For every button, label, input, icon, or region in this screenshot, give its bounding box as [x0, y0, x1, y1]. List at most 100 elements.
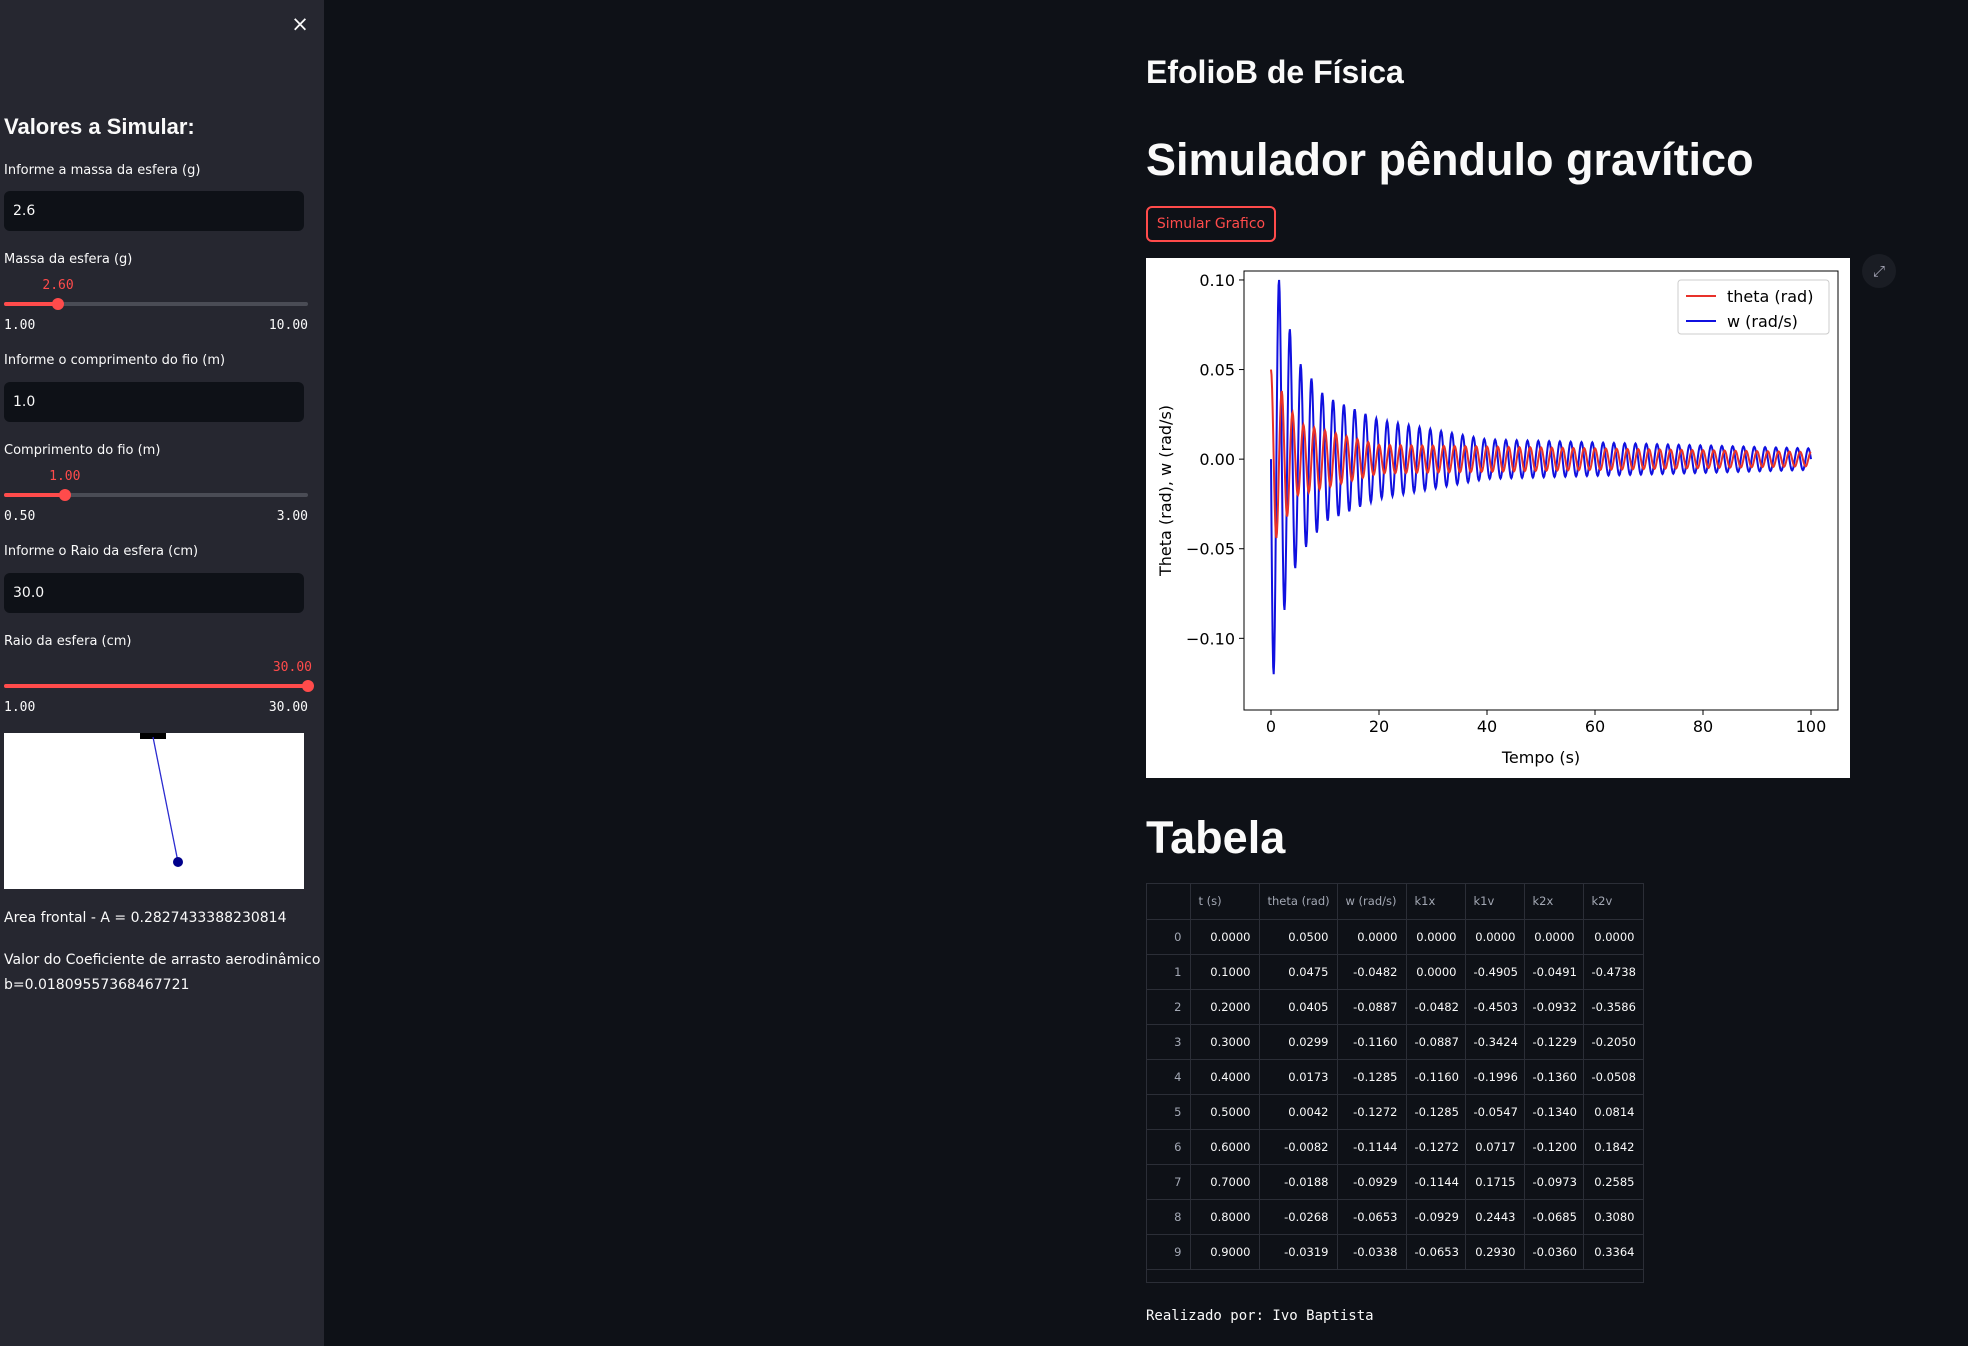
slider-value: 2.60 [42, 278, 74, 293]
table-row-index: 2 [1147, 989, 1191, 1025]
table-cell: -0.0482 [1406, 989, 1466, 1025]
table-row[interactable]: 3 0.3000 0.0299 -0.1160 -0.0887 -0.3424 -0.122… [1147, 1024, 1643, 1060]
radius-slider-label: Raio da esfera (cm) [4, 634, 132, 649]
table-column-header[interactable]: theta (rad) [1259, 884, 1338, 920]
mass-input[interactable] [4, 191, 304, 231]
slider-max: 10.00 [268, 318, 308, 333]
table-cell: 0.0000 [1465, 919, 1525, 955]
radius-slider[interactable]: 30.00 1.00 30.00 [4, 648, 314, 715]
slider-min: 1.00 [4, 700, 36, 715]
slider-max: 30.00 [268, 700, 308, 715]
table-cell: -0.1272 [1337, 1094, 1407, 1130]
table-cell: 0.0000 [1406, 954, 1466, 990]
table-cell: 0.3000 [1190, 1024, 1260, 1060]
table-cell: 0.0717 [1465, 1129, 1525, 1165]
table-cell: -0.1360 [1524, 1059, 1584, 1095]
length-slider-label: Comprimento do fio (m) [4, 443, 161, 458]
table-cell: -0.1200 [1524, 1129, 1584, 1165]
table-cell: -0.1285 [1337, 1059, 1407, 1095]
length-slider[interactable]: 1.00 0.50 3.00 [4, 457, 308, 524]
table-row-index: 5 [1147, 1094, 1191, 1130]
table-cell: -0.1272 [1406, 1129, 1466, 1165]
table-row[interactable]: 6 0.6000 -0.0082 -0.1144 -0.1272 0.0717 -0.120… [1147, 1129, 1643, 1165]
table-cell: 0.0405 [1259, 989, 1338, 1025]
table-cell: -0.0932 [1524, 989, 1584, 1025]
table-column-header[interactable]: k1x [1406, 884, 1466, 920]
x-tick-label: 20 [1369, 717, 1389, 736]
radius-input[interactable] [4, 573, 304, 613]
table-cell: -0.4905 [1465, 954, 1525, 990]
table-row[interactable]: 0 0.0000 0.0500 0.0000 0.0000 0.0000 0.0000 0.0… [1147, 919, 1643, 955]
slider-max: 3.00 [276, 509, 308, 524]
mass-input-label: Informe a massa da esfera (g) [4, 163, 201, 178]
length-input-label: Informe o comprimento do fio (m) [4, 353, 226, 368]
table-cell: -0.0082 [1259, 1129, 1338, 1165]
table-cell: -0.3424 [1465, 1024, 1525, 1060]
table-row[interactable]: 9 0.9000 -0.0319 -0.0338 -0.0653 0.2930 -0.036… [1147, 1234, 1643, 1270]
table-index-header[interactable] [1147, 884, 1191, 920]
table-cell: -0.0929 [1337, 1164, 1407, 1200]
table-cell: -0.0268 [1259, 1199, 1338, 1235]
slider-thumb[interactable] [58, 489, 71, 501]
y-tick-label: 0.00 [1199, 450, 1235, 469]
table-column-header[interactable]: w (rad/s) [1337, 884, 1407, 920]
table-cell: 0.1715 [1465, 1164, 1525, 1200]
table-cell: 0.1842 [1583, 1129, 1643, 1165]
close-icon[interactable]: × [291, 12, 309, 36]
table-cell: -0.1144 [1406, 1164, 1466, 1200]
table-row-index: 8 [1147, 1199, 1191, 1235]
pendulum-string [152, 736, 179, 863]
table-row[interactable]: 7 0.7000 -0.0188 -0.0929 -0.1144 0.1715 -0.097… [1147, 1164, 1643, 1200]
simulate-graph-button[interactable]: Simular Grafico [1146, 206, 1276, 242]
table-cell: -0.0547 [1465, 1094, 1525, 1130]
table-cell: -0.1144 [1337, 1129, 1407, 1165]
table-cell: -0.0360 [1524, 1234, 1584, 1270]
table-column-header[interactable]: k2x [1524, 884, 1584, 920]
frontal-area-text: Area frontal - A = 0.2827433388230814 [4, 910, 287, 926]
table-cell: -0.4738 [1583, 954, 1643, 990]
table-row-index: 7 [1147, 1164, 1191, 1200]
table-row-index: 6 [1147, 1129, 1191, 1165]
table-column-header[interactable]: k2v [1583, 884, 1643, 920]
pendulum-pivot [140, 733, 166, 739]
table-column-header[interactable]: t (s) [1190, 884, 1260, 920]
table-cell: 0.0000 [1337, 919, 1407, 955]
slider-thumb[interactable] [52, 298, 65, 310]
table-row[interactable]: 8 0.8000 -0.0268 -0.0653 -0.0929 0.2443 -0.068… [1147, 1199, 1643, 1235]
x-tick-label: 60 [1585, 717, 1605, 736]
table-cell: 0.0814 [1583, 1094, 1643, 1130]
table-cell: 0.0299 [1259, 1024, 1338, 1060]
legend-entry: theta (rad) [1727, 287, 1813, 306]
simulator-title: Simulador pêndulo gravítico [1146, 134, 1754, 185]
table-cell: -0.0973 [1524, 1164, 1584, 1200]
table-cell: -0.1160 [1337, 1024, 1407, 1060]
length-input[interactable] [4, 382, 304, 422]
table-cell: -0.0338 [1337, 1234, 1407, 1270]
table-cell: 0.7000 [1190, 1164, 1260, 1200]
x-axis-label: Tempo (s) [1501, 748, 1580, 767]
table-row[interactable]: 5 0.5000 0.0042 -0.1272 -0.1285 -0.0547 -0.134… [1147, 1094, 1643, 1130]
table-cell: 0.9000 [1190, 1234, 1260, 1270]
slider-value: 1.00 [49, 469, 81, 484]
mass-slider[interactable]: 2.60 1.00 10.00 [4, 266, 308, 333]
table-row[interactable]: 1 0.1000 0.0475 -0.0482 0.0000 -0.4905 -0.0491… [1147, 954, 1643, 990]
table-cell: -0.1285 [1406, 1094, 1466, 1130]
expand-icon[interactable]: ⤢ [1862, 254, 1896, 288]
plot-area [1243, 270, 1839, 711]
table-cell: 0.0500 [1259, 919, 1338, 955]
x-tick-label: 40 [1477, 717, 1497, 736]
table-column-header[interactable]: k1v [1465, 884, 1525, 920]
slider-thumb[interactable] [302, 680, 314, 692]
pendulum-bob [173, 857, 183, 867]
pendulum-animation [4, 733, 304, 889]
table-cell: -0.0319 [1259, 1234, 1338, 1270]
table-cell: 0.1000 [1190, 954, 1260, 990]
table-row-index: 9 [1147, 1234, 1191, 1270]
table-cell: 0.2930 [1465, 1234, 1525, 1270]
table-row[interactable]: 4 0.4000 0.0173 -0.1285 -0.1160 -0.1996 -0.136… [1147, 1059, 1643, 1095]
table-cell: -0.1996 [1465, 1059, 1525, 1095]
table-cell: 0.2000 [1190, 989, 1260, 1025]
table-row[interactable]: 2 0.2000 0.0405 -0.0887 -0.0482 -0.4503 -0.093… [1147, 989, 1643, 1025]
table-cell: 0.3080 [1583, 1199, 1643, 1235]
